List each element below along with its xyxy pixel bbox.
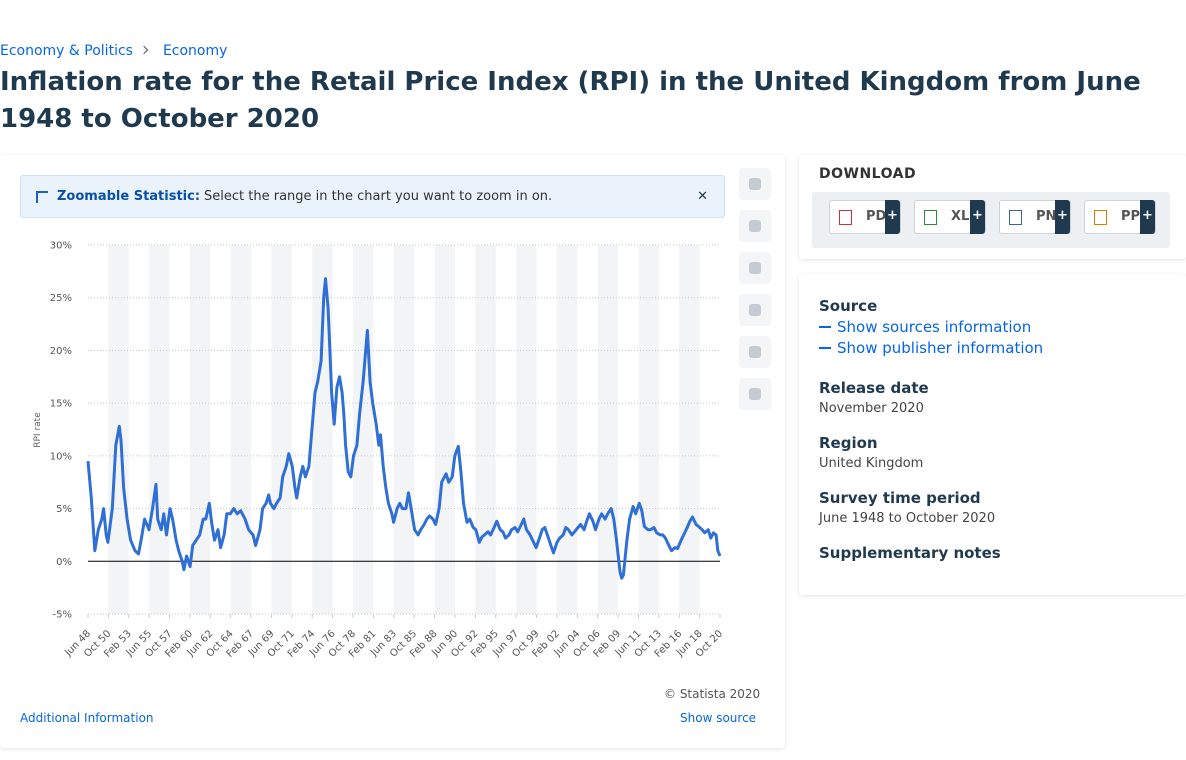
detail-label: Region	[819, 434, 878, 452]
file-icon	[1009, 210, 1022, 225]
detail-value: June 1948 to October 2020	[819, 511, 996, 526]
print-button[interactable]	[739, 378, 771, 410]
band	[393, 245, 415, 614]
detail-label: Survey time period	[819, 489, 981, 507]
y-tick-label: 0%	[56, 557, 72, 568]
breadcrumb-link[interactable]: Economy & Politics	[0, 43, 147, 59]
link-text: Show source	[680, 711, 757, 725]
band	[597, 245, 619, 614]
detail-link[interactable]: Show publisher information	[819, 339, 1179, 357]
y-tick-label: 10%	[50, 451, 72, 462]
additional-info-link[interactable]: Additional Information	[20, 711, 154, 725]
detail-value: November 2020	[819, 401, 924, 416]
band	[638, 245, 659, 614]
band	[679, 245, 700, 614]
file-icon	[924, 210, 937, 225]
breadcrumb-link[interactable]: Economy	[162, 43, 228, 59]
data-line	[86, 277, 722, 580]
detail-value: United Kingdom	[819, 456, 924, 471]
y-tick-label: 5%	[56, 504, 72, 515]
band	[516, 245, 537, 614]
y-tick-label: 30%	[50, 241, 72, 252]
more-icon: +	[1055, 200, 1070, 234]
y-axis-label: RPI rate	[33, 412, 43, 448]
band	[556, 245, 578, 614]
y-tick-label: 20%	[50, 346, 72, 357]
cite-button[interactable]	[739, 336, 771, 368]
download-button[interactable]: PPT +	[1084, 200, 1156, 234]
more-icon: +	[1140, 200, 1155, 234]
detail-label: Supplementary notes	[819, 544, 1001, 562]
settings-button[interactable]	[739, 252, 771, 284]
detail-label: Release date	[819, 379, 929, 397]
page-title: Inflation rate for the Retail Price Inde…	[0, 67, 1141, 134]
detail-label: Source	[819, 297, 878, 315]
source-section: Source Show sources information Show pub…	[819, 297, 1179, 357]
band	[149, 245, 170, 614]
y-tick-label: 15%	[50, 399, 72, 410]
share-button[interactable]	[739, 294, 771, 326]
download-button[interactable]: XLS +	[914, 200, 986, 234]
y-tick-label: 25%	[50, 293, 72, 304]
y-tick-label: -5%	[53, 610, 72, 621]
file-icon	[1094, 210, 1107, 225]
band	[312, 245, 333, 614]
more-icon: +	[970, 200, 985, 234]
file-icon	[839, 210, 852, 225]
toolbar	[739, 168, 771, 420]
band	[271, 245, 292, 614]
zoom-notice: Zoomable Statistic: Select the range in t…	[20, 175, 725, 218]
band	[475, 245, 496, 614]
band	[189, 245, 211, 614]
download-title: DOWNLOAD	[819, 166, 917, 182]
credit: © Statista 2020	[664, 687, 761, 701]
period-section: Survey time period June 1948 to October 2…	[819, 489, 1179, 526]
download-button[interactable]: PNG +	[999, 200, 1071, 234]
breadcrumb: Economy & Politics Economy	[0, 43, 227, 59]
link-text: Additional Information	[20, 711, 154, 725]
band	[353, 245, 374, 614]
detail-link[interactable]: Show sources information	[819, 318, 1179, 336]
zoom-label: Zoomable Statistic:	[57, 189, 201, 204]
release-section: Release date November 2020	[819, 379, 1179, 416]
show-source-link[interactable]: Show source	[680, 711, 756, 725]
close-button[interactable]: ✕	[697, 189, 708, 204]
band	[434, 245, 455, 614]
alert-button[interactable]	[739, 210, 771, 242]
notes-section: Supplementary notes	[819, 544, 1179, 562]
download-bar: PDF + XLS + PNG + PPT +	[812, 192, 1170, 248]
zoom-text: Select the range in the chart you want t…	[204, 189, 553, 204]
band	[230, 245, 252, 614]
download-button[interactable]: PDF +	[829, 200, 901, 234]
more-icon: +	[885, 200, 900, 234]
favorite-button[interactable]	[739, 168, 771, 200]
region-section: Region United Kingdom	[819, 434, 1179, 471]
